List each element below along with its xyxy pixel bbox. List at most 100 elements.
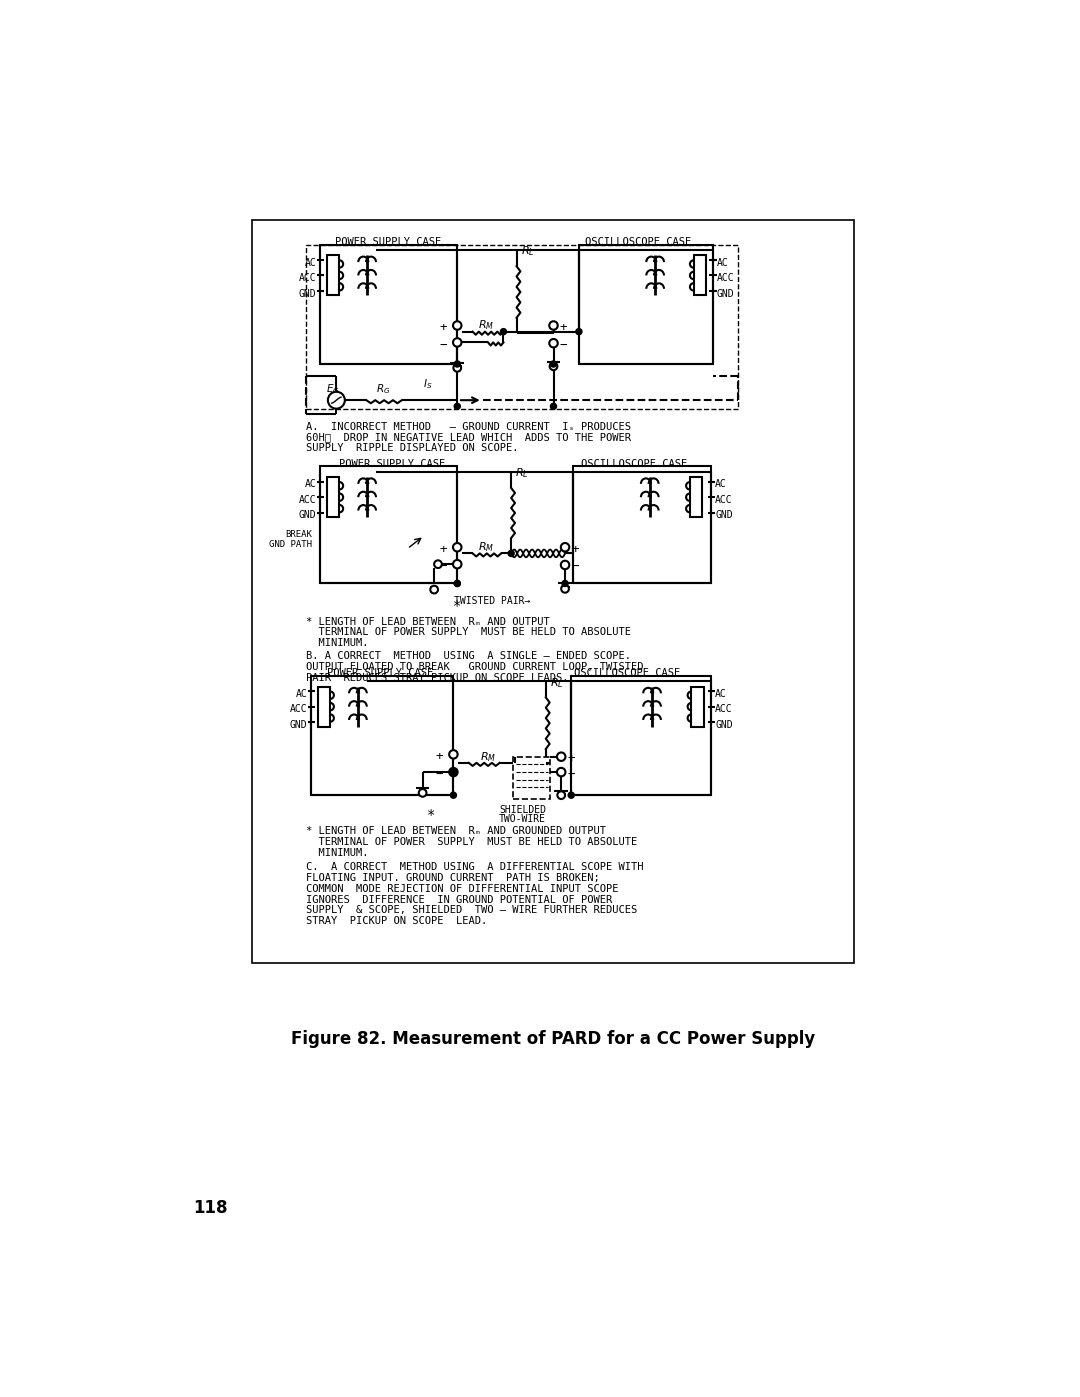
- Circle shape: [557, 753, 566, 761]
- Text: MINIMUM.: MINIMUM.: [306, 638, 368, 648]
- Text: AC: AC: [715, 689, 727, 698]
- Text: +: +: [567, 752, 575, 766]
- Text: +: +: [440, 542, 447, 556]
- Text: B. A CORRECT  METHOD  USING  A SINGLE – ENDED SCOPE.: B. A CORRECT METHOD USING A SINGLE – END…: [306, 651, 631, 661]
- Bar: [318, 686, 330, 726]
- Circle shape: [455, 581, 460, 587]
- Text: SUPPLY  RIPPLE DISPLAYED ON SCOPE.: SUPPLY RIPPLE DISPLAYED ON SCOPE.: [306, 443, 518, 453]
- Text: BREAK: BREAK: [285, 529, 312, 538]
- Circle shape: [454, 365, 461, 372]
- Bar: [306, 244, 739, 409]
- Bar: [571, 676, 712, 795]
- Circle shape: [430, 585, 438, 594]
- Text: 60Hᵡ  DROP IN NEGATIVE LEAD WHICH  ADDS TO THE POWER: 60Hᵡ DROP IN NEGATIVE LEAD WHICH ADDS TO…: [306, 433, 631, 443]
- Text: FLOATING INPUT. GROUND CURRENT  PATH IS BROKEN;: FLOATING INPUT. GROUND CURRENT PATH IS B…: [306, 873, 599, 883]
- Text: GND: GND: [299, 510, 316, 520]
- Text: GND: GND: [717, 289, 734, 299]
- Text: COMMON  MODE REJECTION OF DIFFERENTIAL INPUT SCOPE: COMMON MODE REJECTION OF DIFFERENTIAL IN…: [306, 884, 618, 894]
- Circle shape: [550, 362, 557, 370]
- Text: −: −: [571, 560, 579, 573]
- Text: GND: GND: [299, 289, 316, 299]
- Circle shape: [551, 404, 556, 409]
- Text: +: +: [436, 750, 444, 763]
- Text: *: *: [427, 809, 435, 823]
- Text: ACC: ACC: [715, 495, 733, 504]
- Text: AC: AC: [305, 479, 316, 489]
- Text: −: −: [567, 767, 575, 781]
- Text: GND PATH: GND PATH: [270, 541, 312, 549]
- Text: MINIMUM.: MINIMUM.: [306, 848, 368, 858]
- Text: $R_M$: $R_M$: [478, 541, 495, 555]
- Text: $R_M$: $R_M$: [478, 319, 495, 332]
- Text: POWER SUPPLY CASE: POWER SUPPLY CASE: [335, 237, 441, 247]
- Text: +: +: [571, 542, 579, 556]
- Circle shape: [501, 328, 507, 334]
- Bar: [690, 478, 702, 517]
- Text: 118: 118: [193, 1200, 228, 1217]
- Bar: [513, 757, 551, 799]
- Text: +: +: [440, 321, 447, 334]
- Circle shape: [453, 338, 461, 346]
- Text: $R_L$: $R_L$: [550, 676, 564, 690]
- Circle shape: [455, 581, 460, 587]
- Bar: [327, 478, 339, 517]
- Text: OSCILLOSCOPE CASE: OSCILLOSCOPE CASE: [573, 668, 679, 678]
- Text: OUTPUT FLOATED TO BREAK   GROUND CURRENT LOOP, TWISTED: OUTPUT FLOATED TO BREAK GROUND CURRENT L…: [306, 662, 643, 672]
- Circle shape: [509, 550, 514, 556]
- Text: TWISTED PAIR→: TWISTED PAIR→: [454, 595, 530, 606]
- Bar: [693, 256, 706, 295]
- Text: Figure 82. Measurement of PARD for a CC Power Supply: Figure 82. Measurement of PARD for a CC …: [292, 1030, 815, 1048]
- Bar: [691, 686, 704, 726]
- Text: $R_L$: $R_L$: [522, 244, 535, 258]
- Circle shape: [449, 750, 458, 759]
- Text: TWO-WIRE: TWO-WIRE: [499, 814, 546, 824]
- Circle shape: [453, 560, 461, 569]
- Text: TERMINAL OF POWER SUPPLY  MUST BE HELD TO ABSOLUTE: TERMINAL OF POWER SUPPLY MUST BE HELD TO…: [306, 627, 631, 637]
- Bar: [320, 467, 457, 584]
- Text: GND: GND: [715, 510, 733, 520]
- Text: +: +: [559, 321, 567, 334]
- Circle shape: [577, 328, 582, 334]
- Bar: [579, 244, 713, 365]
- Text: AC: AC: [295, 689, 307, 698]
- Text: $R_M$: $R_M$: [480, 750, 496, 764]
- Circle shape: [455, 404, 460, 409]
- Text: IGNORES  DIFFERENCE  IN GROUND POTENTIAL OF POWER: IGNORES DIFFERENCE IN GROUND POTENTIAL O…: [306, 894, 611, 904]
- Text: −: −: [440, 560, 447, 573]
- Text: POWER SUPPLY CASE: POWER SUPPLY CASE: [327, 668, 433, 678]
- Text: ACC: ACC: [289, 704, 307, 714]
- Circle shape: [562, 585, 569, 592]
- Text: * LENGTH OF LEAD BETWEEN  Rₘ AND GROUNDED OUTPUT: * LENGTH OF LEAD BETWEEN Rₘ AND GROUNDED…: [306, 826, 606, 835]
- Circle shape: [449, 768, 458, 777]
- Bar: [320, 244, 457, 365]
- Text: $E_G$: $E_G$: [326, 381, 340, 395]
- Circle shape: [557, 791, 565, 799]
- Circle shape: [561, 543, 569, 552]
- Text: GND: GND: [289, 719, 307, 729]
- Text: $R_G$: $R_G$: [377, 381, 391, 395]
- Text: OSCILLOSCOPE CASE: OSCILLOSCOPE CASE: [581, 458, 688, 469]
- Text: −: −: [436, 767, 444, 781]
- Text: PAIR  REDUCES STRAY PICKUP ON SCOPE LEADS.: PAIR REDUCES STRAY PICKUP ON SCOPE LEADS…: [306, 673, 568, 683]
- Text: AC: AC: [715, 479, 727, 489]
- Circle shape: [453, 321, 461, 330]
- Bar: [327, 256, 339, 295]
- Circle shape: [455, 362, 460, 366]
- Text: ACC: ACC: [715, 704, 733, 714]
- Text: SHIELDED: SHIELDED: [499, 805, 546, 816]
- Text: $R_L$: $R_L$: [515, 467, 528, 481]
- Circle shape: [568, 792, 573, 798]
- Circle shape: [551, 362, 556, 366]
- Circle shape: [561, 560, 569, 569]
- Circle shape: [557, 768, 566, 777]
- Text: OSCILLOSCOPE CASE: OSCILLOSCOPE CASE: [585, 237, 691, 247]
- Text: *: *: [454, 599, 461, 613]
- Bar: [572, 467, 712, 584]
- Bar: [311, 676, 454, 795]
- Text: * LENGTH OF LEAD BETWEEN  Rₘ AND OUTPUT: * LENGTH OF LEAD BETWEEN Rₘ AND OUTPUT: [306, 616, 550, 626]
- Circle shape: [563, 581, 568, 587]
- Circle shape: [550, 321, 557, 330]
- Text: STRAY  PICKUP ON SCOPE  LEAD.: STRAY PICKUP ON SCOPE LEAD.: [306, 916, 487, 926]
- Text: POWER SUPPLY CASE: POWER SUPPLY CASE: [339, 458, 445, 469]
- Text: AC: AC: [717, 257, 729, 268]
